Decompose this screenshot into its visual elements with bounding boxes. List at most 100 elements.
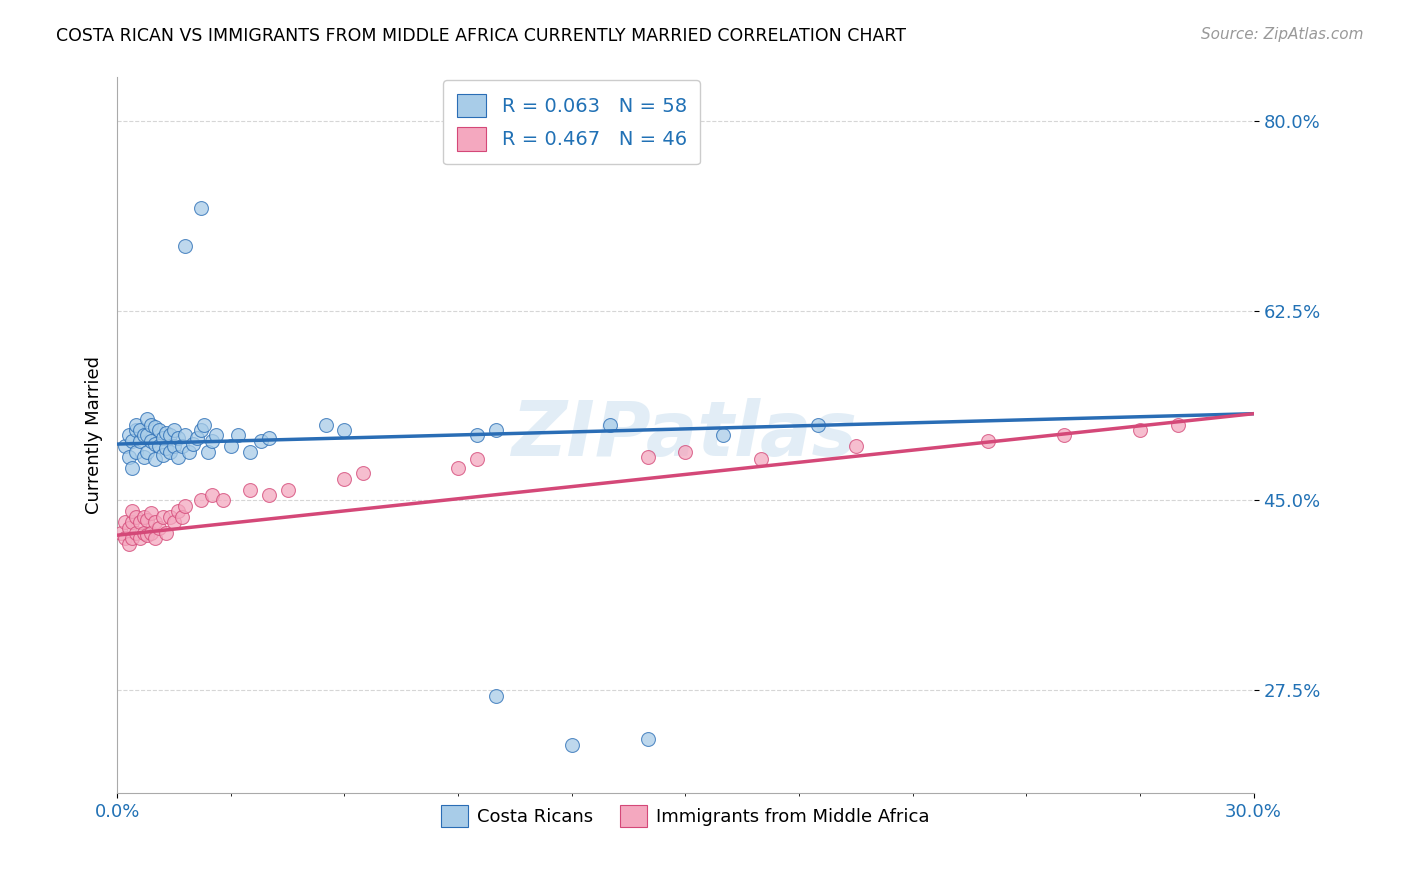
Point (204, 428, 226, 442)
Point (181, 437, 204, 451)
Point (333, 472, 356, 486)
Point (141, 417, 163, 432)
Point (170, 439, 193, 453)
Point (163, 423, 186, 437)
Point (129, 434, 152, 448)
Point (166, 504, 188, 518)
Point (152, 448, 174, 462)
Point (352, 467, 374, 481)
Point (159, 509, 181, 524)
Point (219, 439, 242, 453)
Point (136, 428, 159, 442)
Point (174, 428, 197, 442)
Point (141, 434, 163, 448)
Point (257, 431, 280, 445)
Point (163, 515, 186, 529)
Text: ZIPatlas: ZIPatlas (512, 399, 859, 473)
Point (143, 515, 166, 529)
Point (143, 437, 166, 451)
Point (193, 417, 215, 432)
Text: Source: ZipAtlas.com: Source: ZipAtlas.com (1201, 27, 1364, 42)
Point (239, 483, 262, 497)
Point (148, 423, 170, 437)
Point (132, 450, 155, 464)
Point (121, 504, 143, 518)
Point (148, 439, 170, 453)
Point (190, 423, 212, 437)
Point (1053, 428, 1076, 442)
Point (110, 526, 132, 541)
Point (148, 520, 170, 534)
Point (136, 444, 159, 458)
Point (132, 428, 155, 442)
Point (159, 444, 181, 458)
Point (749, 452, 772, 467)
Point (117, 450, 139, 464)
Point (1167, 417, 1189, 432)
Point (190, 201, 212, 215)
Point (114, 439, 136, 453)
Point (129, 532, 152, 546)
Point (212, 493, 235, 508)
Point (132, 509, 155, 524)
Point (485, 423, 508, 437)
Point (277, 483, 299, 497)
Point (333, 423, 356, 437)
Point (143, 452, 166, 467)
Point (174, 238, 197, 252)
Point (136, 513, 159, 527)
Point (129, 515, 152, 529)
Point (121, 434, 143, 448)
Point (155, 526, 177, 541)
Point (201, 488, 224, 502)
Point (977, 434, 1000, 448)
Point (141, 526, 163, 541)
Point (125, 444, 148, 458)
Y-axis label: Currently Married: Currently Married (86, 357, 103, 515)
Point (143, 419, 166, 434)
Point (129, 423, 152, 437)
Point (201, 434, 224, 448)
Point (114, 515, 136, 529)
Point (465, 428, 488, 442)
Point (447, 461, 470, 475)
Point (197, 444, 219, 458)
Point (845, 439, 868, 453)
Point (121, 461, 143, 475)
Point (170, 509, 193, 524)
Legend: Costa Ricans, Immigrants from Middle Africa: Costa Ricans, Immigrants from Middle Afr… (433, 798, 936, 834)
Point (141, 507, 163, 521)
Point (125, 423, 148, 437)
Point (673, 444, 696, 458)
Point (239, 444, 262, 458)
Point (174, 499, 197, 513)
Point (125, 417, 148, 432)
Point (117, 428, 139, 442)
Point (250, 434, 273, 448)
Point (257, 488, 280, 502)
Point (179, 444, 201, 458)
Point (114, 532, 136, 546)
Point (143, 532, 166, 546)
Point (186, 431, 208, 445)
Point (152, 431, 174, 445)
Point (121, 532, 143, 546)
Point (711, 428, 734, 442)
Point (136, 412, 159, 426)
Point (465, 452, 488, 467)
Point (166, 450, 188, 464)
Point (125, 509, 148, 524)
Point (136, 528, 159, 542)
Point (163, 439, 186, 453)
Point (117, 537, 139, 551)
Point (637, 732, 659, 747)
Point (315, 417, 337, 432)
Point (485, 689, 508, 703)
Point (155, 442, 177, 456)
Point (190, 493, 212, 508)
Point (117, 520, 139, 534)
Point (561, 738, 583, 752)
Point (166, 431, 188, 445)
Point (121, 515, 143, 529)
Point (132, 526, 155, 541)
